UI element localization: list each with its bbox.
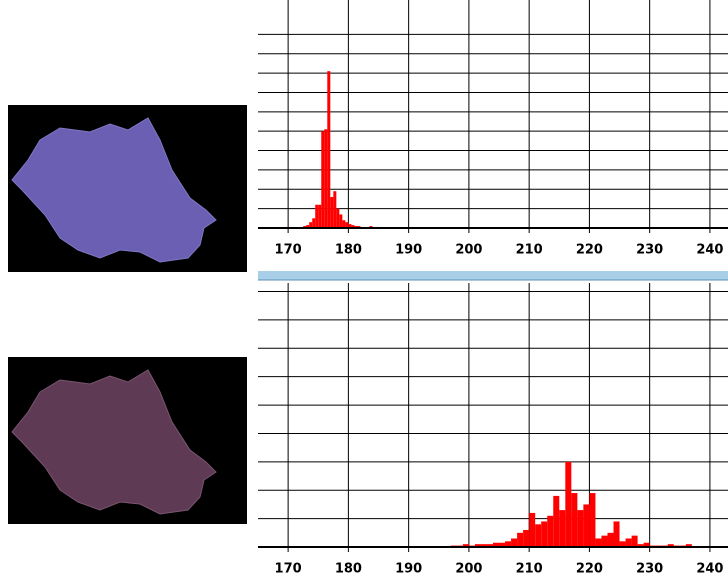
histogram-bar: [517, 533, 523, 547]
histogram-bar: [626, 538, 632, 547]
histogram-bar: [589, 493, 595, 547]
histogram-bar: [577, 510, 583, 547]
separator: [258, 271, 728, 280]
histogram-bar: [315, 205, 318, 228]
x-tick-label: 240: [696, 243, 723, 258]
x-tick-label: 240: [696, 562, 723, 577]
x-tick-label: 170: [275, 243, 302, 258]
histogram-bar: [601, 536, 607, 547]
x-tick-label: 220: [576, 243, 603, 258]
x-tick-label: 230: [636, 562, 663, 577]
histogram-bar: [318, 205, 321, 228]
histogram-bar: [547, 516, 553, 547]
histogram-bar: [339, 214, 342, 228]
histogram-bar: [333, 191, 336, 228]
histogram-bar: [595, 538, 601, 547]
x-tick-label: 210: [516, 243, 543, 258]
x-tick-label: 210: [516, 562, 543, 577]
histogram-bar: [327, 71, 330, 228]
histogram-bar: [559, 510, 565, 547]
histogram-bar: [511, 538, 517, 547]
x-tick-label: 190: [395, 243, 422, 258]
histogram-bar: [632, 536, 638, 547]
histogram-bar: [330, 197, 333, 228]
x-tick-label: 230: [636, 243, 663, 258]
histogram-bar: [529, 513, 535, 547]
histogram-bar: [324, 129, 327, 228]
x-tick-label: 180: [335, 562, 362, 577]
histogram-bar: [342, 220, 345, 228]
histogram-bar: [583, 504, 589, 547]
histogram-bar: [614, 521, 620, 547]
histogram-bar: [523, 530, 529, 547]
histogram-bar: [321, 131, 324, 228]
x-tick-label: 190: [395, 562, 422, 577]
x-tick-label: 180: [335, 243, 362, 258]
histogram-bar: [535, 524, 541, 547]
x-tick-label: 200: [455, 243, 482, 258]
x-tick-label: 200: [455, 562, 482, 577]
histogram-bar: [312, 218, 315, 228]
histogram-bar: [607, 533, 613, 547]
x-tick-label: 220: [576, 562, 603, 577]
screen: 170 180 190 200 210 220 230 240 170 180 190 200 210 2…: [0, 0, 728, 579]
x-tick-label: 170: [275, 562, 302, 577]
histogram-bar: [565, 462, 571, 547]
page: 170 180 190 200 210 220 230 240 170 180 190 200 210 2…: [0, 0, 728, 579]
histogram-bar: [571, 493, 577, 547]
histogram-bar: [553, 496, 559, 547]
histogram-bar: [541, 521, 547, 547]
histogram-bar: [336, 209, 339, 228]
